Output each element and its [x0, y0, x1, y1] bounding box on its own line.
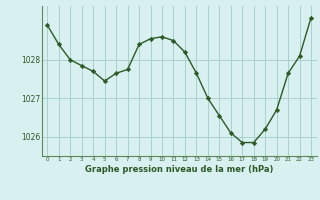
X-axis label: Graphe pression niveau de la mer (hPa): Graphe pression niveau de la mer (hPa): [85, 165, 273, 174]
